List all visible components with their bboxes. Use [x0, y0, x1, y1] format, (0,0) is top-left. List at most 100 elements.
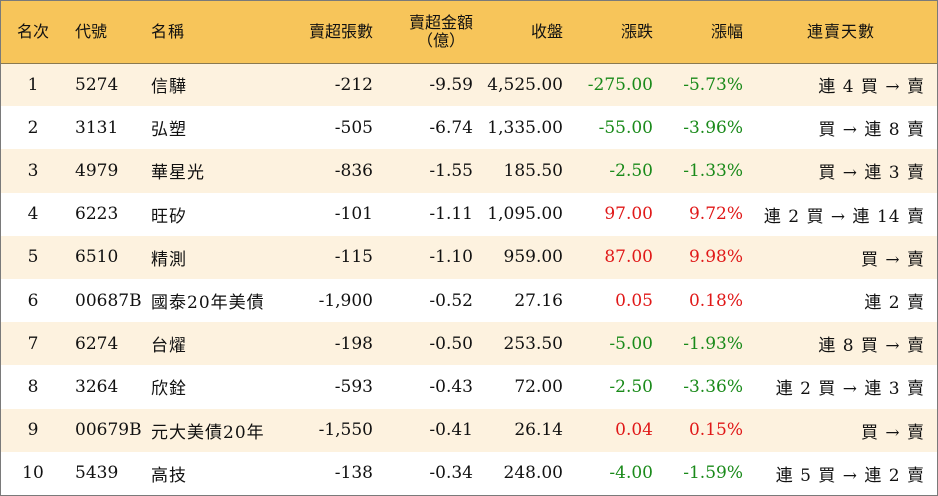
header-name[interactable]: 名稱 [145, 1, 295, 64]
cell-sell-lots: -198 [334, 333, 373, 354]
cell-sell-lots: -505 [334, 117, 373, 138]
cell-sell-lots: -1,550 [318, 420, 373, 441]
cell-close: 185.50 [503, 160, 563, 181]
cell-streak: 買 → 賣 [860, 249, 925, 270]
cell-rank: 7 [27, 333, 39, 354]
cell-change: 87.00 [604, 247, 653, 268]
cell-change: -275.00 [587, 74, 653, 95]
header-sell-amount-line2: （億） [416, 30, 465, 50]
cell-change: -5.00 [609, 333, 653, 354]
cell-code[interactable]: 4979 [75, 160, 119, 181]
cell-sell-amount: -1.55 [429, 160, 473, 181]
cell-change-pct: -5.73% [683, 74, 743, 95]
cell-code[interactable]: 6274 [75, 333, 119, 354]
cell-change-pct: 0.15% [688, 420, 743, 441]
cell-sell-lots: -593 [334, 376, 373, 397]
cell-streak: 連 5 買 → 連 2 賣 [775, 465, 925, 486]
cell-rank: 1 [27, 74, 39, 95]
cell-close: 72.00 [514, 376, 563, 397]
header-code[interactable]: 代號 [65, 1, 145, 64]
cell-code[interactable]: 3264 [75, 376, 119, 397]
cell-change-pct: 0.18% [688, 290, 743, 311]
cell-rank: 4 [27, 204, 39, 225]
table-row[interactable]: 5 6510 精測 -115 -1.10 959.00 87.00 9.98% 買 → 賣 [1, 235, 937, 279]
cell-name[interactable]: 弘塑 [151, 120, 187, 141]
cell-change: 0.04 [615, 420, 653, 441]
table-row[interactable]: 10 5439 高技 -138 -0.34 248.00 -4.00 -1.59% 連 5 買 … [1, 451, 937, 495]
cell-close: 26.14 [514, 420, 563, 441]
cell-sell-amount: -1.10 [429, 247, 473, 268]
cell-change: -2.50 [609, 376, 653, 397]
cell-name[interactable]: 元大美債20年 [151, 422, 265, 443]
cell-rank: 10 [22, 463, 44, 484]
table-row[interactable]: 7 6274 台燿 -198 -0.50 253.50 -5.00 -1.93% 連 8 買 →… [1, 322, 937, 366]
cell-sell-amount: -9.59 [429, 74, 473, 95]
cell-code[interactable]: 3131 [75, 117, 119, 138]
cell-rank: 2 [27, 117, 39, 138]
cell-close: 1,335.00 [487, 117, 563, 138]
cell-name[interactable]: 華星光 [151, 163, 205, 184]
cell-close: 959.00 [503, 247, 563, 268]
cell-streak: 連 2 買 → 連 3 賣 [775, 379, 925, 400]
cell-sell-amount: -0.50 [429, 333, 473, 354]
cell-change-pct: -1.93% [683, 333, 743, 354]
table-row[interactable]: 2 3131 弘塑 -505 -6.74 1,335.00 -55.00 -3.96% 買 → … [1, 106, 937, 150]
table-row[interactable]: 6 00687B 國泰20年美債 -1,900 -0.52 27.16 0.05 0.18% 連… [1, 278, 937, 323]
cell-sell-lots: -1,900 [318, 290, 373, 311]
cell-change-pct: -3.36% [683, 376, 743, 397]
cell-code[interactable]: 00687B [75, 290, 142, 311]
cell-code[interactable]: 6510 [75, 247, 119, 268]
table-row[interactable]: 3 4979 華星光 -836 -1.55 185.50 -2.50 -1.33% 買 → 連 … [1, 149, 937, 193]
cell-sell-lots: -101 [334, 204, 373, 225]
header-change[interactable]: 漲跌 [577, 1, 667, 64]
cell-sell-lots: -115 [334, 247, 373, 268]
cell-code[interactable]: 5439 [75, 463, 119, 484]
cell-sell-amount: -6.74 [429, 117, 473, 138]
header-streak[interactable]: 連賣天數 [757, 1, 937, 64]
cell-streak: 買 → 連 3 賣 [818, 163, 925, 184]
cell-change: 0.05 [615, 290, 653, 311]
table-row[interactable]: 8 3264 欣銓 -593 -0.43 72.00 -2.50 -3.36% 連 2 買 → … [1, 365, 937, 409]
cell-name[interactable]: 旺矽 [151, 206, 187, 227]
cell-code[interactable]: 6223 [75, 204, 119, 225]
cell-close: 1,095.00 [487, 204, 563, 225]
cell-code[interactable]: 5274 [75, 74, 119, 95]
cell-name[interactable]: 精測 [151, 249, 187, 270]
header-close[interactable]: 收盤 [487, 1, 577, 64]
cell-streak: 連 2 賣 [864, 293, 925, 314]
cell-sell-amount: -1.11 [429, 204, 473, 225]
header-rank[interactable]: 名次 [1, 1, 65, 64]
cell-sell-lots: -138 [334, 463, 373, 484]
cell-change: -55.00 [598, 117, 653, 138]
cell-close: 4,525.00 [487, 74, 563, 95]
table-header-row: 名次 代號 名稱 賣超張數 賣超金額 （億） 收盤 漲跌 漲幅 連賣天數 [1, 1, 937, 64]
cell-close: 27.16 [514, 290, 563, 311]
cell-sell-lots: -212 [334, 74, 373, 95]
cell-streak: 連 8 買 → 賣 [818, 336, 925, 357]
cell-change: -2.50 [609, 160, 653, 181]
header-sell-lots[interactable]: 賣超張數 [295, 1, 387, 64]
cell-change: -4.00 [609, 463, 653, 484]
header-sell-amount[interactable]: 賣超金額 （億） [387, 1, 487, 64]
table-row[interactable]: 4 6223 旺矽 -101 -1.11 1,095.00 97.00 9.72% 連 2 買 … [1, 192, 937, 236]
cell-code[interactable]: 00679B [75, 420, 142, 441]
cell-name[interactable]: 國泰20年美債 [151, 293, 265, 314]
cell-close: 248.00 [503, 463, 563, 484]
table-row[interactable]: 9 00679B 元大美債20年 -1,550 -0.41 26.14 0.04 0.15% 買… [1, 408, 937, 452]
cell-sell-lots: -836 [334, 160, 373, 181]
header-sell-amount-line1: 賣超金額 [408, 12, 473, 32]
cell-name[interactable]: 欣銓 [151, 379, 187, 400]
cell-sell-amount: -0.41 [429, 420, 473, 441]
cell-streak: 買 → 連 8 賣 [818, 120, 925, 141]
cell-name[interactable]: 信驊 [151, 77, 187, 98]
cell-name[interactable]: 高技 [151, 465, 187, 486]
header-change-pct[interactable]: 漲幅 [667, 1, 757, 64]
cell-change: 97.00 [604, 204, 653, 225]
cell-change-pct: -1.59% [683, 463, 743, 484]
cell-sell-amount: -0.34 [429, 463, 473, 484]
table-row[interactable]: 1 5274 信驊 -212 -9.59 4,525.00 -275.00 -5.73% 連 4… [1, 63, 937, 107]
cell-sell-amount: -0.43 [429, 376, 473, 397]
cell-name[interactable]: 台燿 [151, 336, 187, 357]
